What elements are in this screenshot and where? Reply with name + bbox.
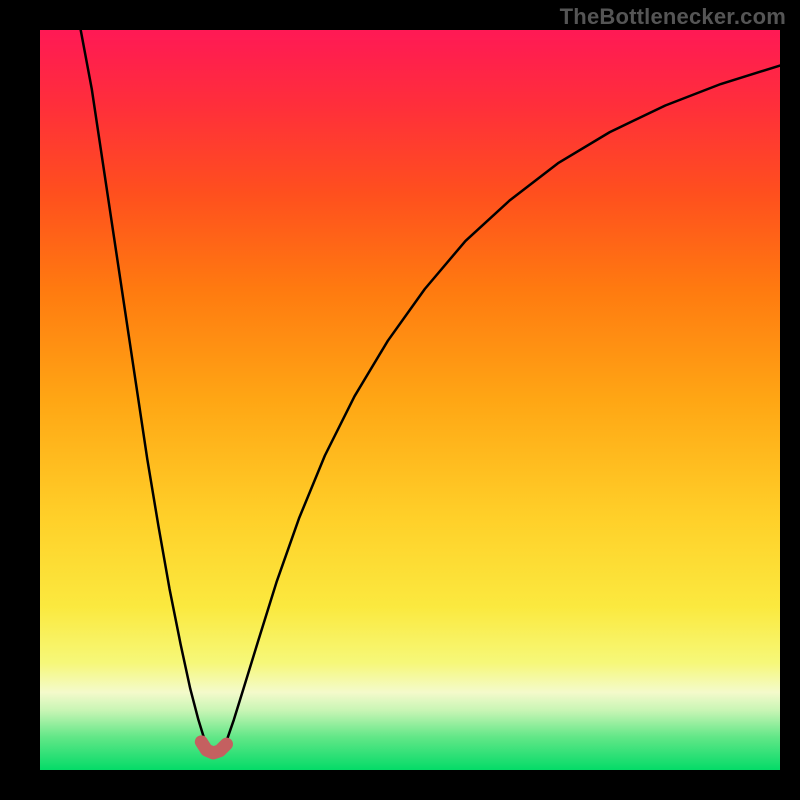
- gradient-background: [40, 30, 780, 770]
- bottleneck-chart: [40, 30, 780, 770]
- stage: TheBottlenecker.com: [0, 0, 800, 800]
- watermark-text: TheBottlenecker.com: [560, 4, 786, 30]
- plot-area: [40, 30, 780, 770]
